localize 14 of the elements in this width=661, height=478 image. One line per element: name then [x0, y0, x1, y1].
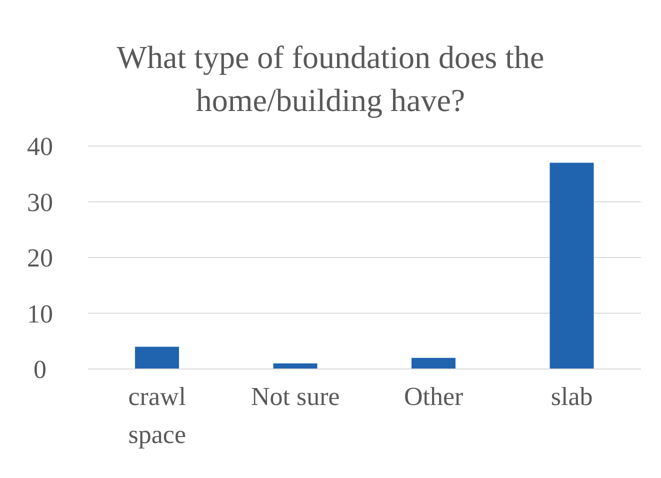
x-tick-label: Not sure — [250, 382, 340, 411]
x-tick-label: crawl space — [128, 382, 186, 449]
bar — [273, 363, 318, 369]
chart-title: What type of foundation does the home/building have? — [116, 39, 544, 118]
y-tick-label: 30 — [27, 188, 53, 217]
bar — [550, 162, 594, 369]
x-tick-label: Other — [404, 382, 464, 411]
y-tick-label: 20 — [27, 244, 53, 273]
bar — [412, 358, 456, 369]
y-tick-label: 0 — [34, 355, 46, 384]
bar — [135, 346, 180, 369]
x-tick-label: slab — [550, 382, 593, 411]
y-tick-label: 10 — [27, 299, 53, 328]
y-tick-label: 40 — [27, 132, 53, 162]
